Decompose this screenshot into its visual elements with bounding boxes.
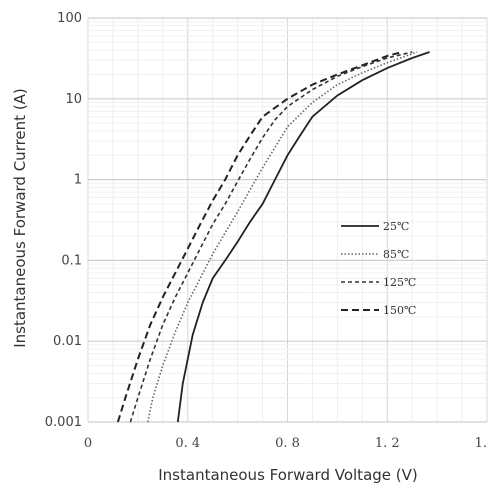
x-tick-label: 0. 8: [275, 436, 300, 451]
x-tick-label: 1. 2: [375, 436, 400, 451]
x-axis-title: Instantaneous Forward Voltage (V): [158, 466, 418, 484]
y-axis-title: Instantaneous Forward Current (A): [11, 88, 29, 348]
grid: [87, 17, 488, 423]
legend-label: 85℃: [383, 248, 409, 261]
series-line-3: [129, 51, 413, 423]
y-tick-label: 100: [57, 11, 82, 26]
legend: 25℃ 85℃ 125℃ 150℃: [341, 220, 416, 317]
series-line-1: [176, 51, 430, 423]
legend-label: 125℃: [383, 276, 416, 289]
tick-labels: 0.001 0.01 0.1 1 10 100 0 0. 4 0. 8 1. 2 1. 6: [45, 11, 492, 451]
series-line-2: [147, 51, 418, 423]
legend-label: 25℃: [383, 220, 409, 233]
x-tick-label: 1. 6: [475, 436, 492, 451]
y-tick-label: 0.01: [53, 334, 82, 349]
y-tick-label: 10: [65, 92, 82, 107]
y-tick-label: 0.001: [45, 415, 82, 430]
y-tick-label: 0.1: [61, 253, 82, 268]
y-tick-label: 1: [74, 173, 82, 188]
legend-label: 150℃: [383, 304, 416, 317]
series-lines: [116, 51, 430, 423]
series-line-4: [116, 51, 403, 423]
x-tick-label: 0: [84, 436, 92, 451]
x-tick-label: 0. 4: [175, 436, 200, 451]
